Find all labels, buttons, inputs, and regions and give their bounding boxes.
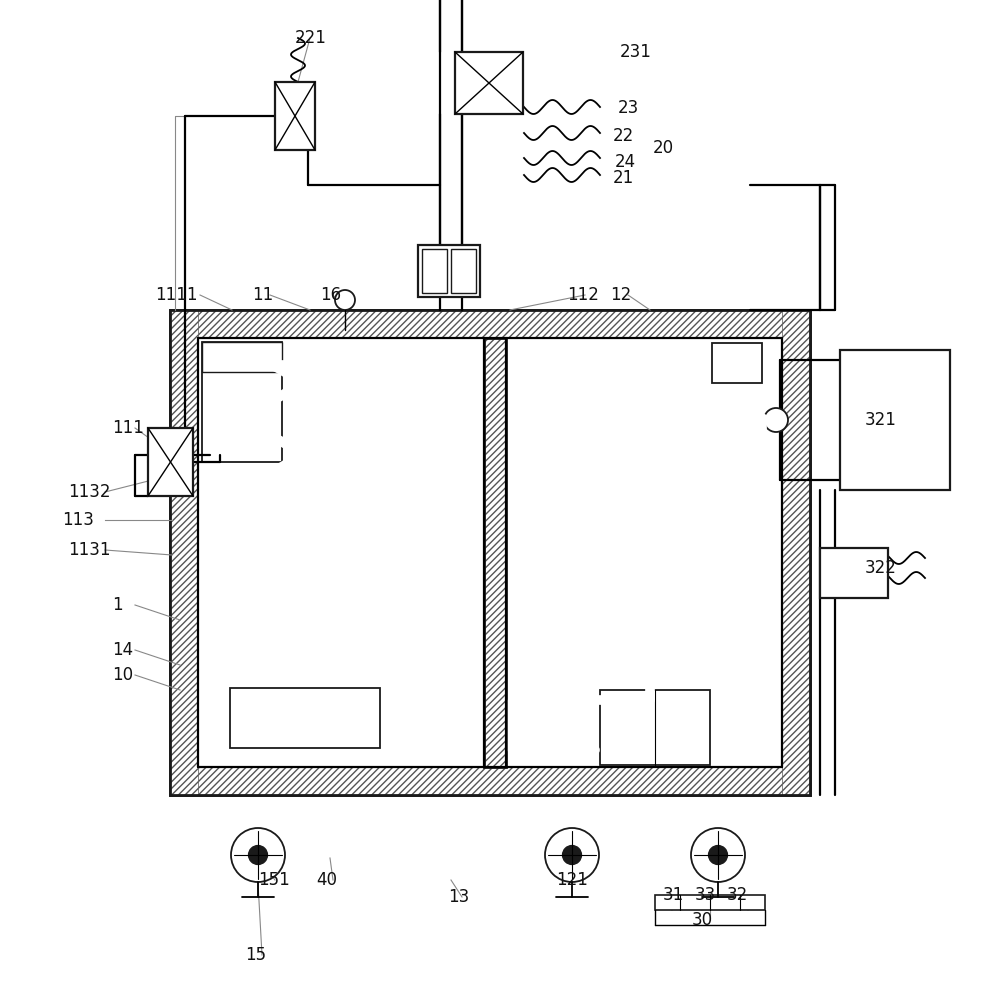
Bar: [840, 350, 950, 490]
Circle shape: [545, 828, 599, 882]
Text: 13: 13: [448, 888, 469, 906]
Text: 16: 16: [320, 286, 341, 304]
Text: 22: 22: [613, 127, 634, 145]
Bar: [782, 310, 810, 795]
Text: 221: 221: [295, 29, 327, 47]
Text: 112: 112: [567, 286, 599, 304]
Text: 321: 321: [865, 411, 897, 429]
Bar: [170, 310, 810, 338]
Circle shape: [231, 828, 285, 882]
Text: 151: 151: [258, 871, 290, 889]
Bar: [484, 338, 506, 767]
Bar: [455, 52, 523, 114]
Bar: [202, 342, 282, 372]
Text: 1131: 1131: [68, 541, 110, 559]
Bar: [170, 310, 198, 795]
Text: 23: 23: [618, 99, 639, 117]
Text: 231: 231: [620, 43, 652, 61]
Bar: [484, 338, 506, 767]
Text: 121: 121: [556, 871, 588, 889]
Bar: [506, 338, 782, 767]
Bar: [600, 690, 710, 765]
Circle shape: [764, 408, 788, 432]
Text: 15: 15: [245, 946, 266, 964]
Bar: [170, 767, 810, 795]
Text: 1132: 1132: [68, 483, 110, 501]
Bar: [148, 428, 193, 496]
Bar: [202, 342, 282, 462]
Text: 1: 1: [112, 596, 123, 614]
Bar: [712, 343, 762, 383]
Text: 21: 21: [613, 169, 634, 187]
Text: 30: 30: [692, 911, 713, 929]
Text: 32: 32: [727, 886, 748, 904]
Text: 31: 31: [663, 886, 684, 904]
Text: 322: 322: [865, 559, 897, 577]
Circle shape: [335, 290, 355, 310]
Circle shape: [691, 828, 745, 882]
Text: 12: 12: [610, 286, 631, 304]
Bar: [451, 249, 476, 293]
Bar: [418, 245, 480, 297]
Bar: [170, 310, 810, 795]
Bar: [655, 895, 765, 910]
Text: 40: 40: [316, 871, 337, 889]
Text: 14: 14: [112, 641, 133, 659]
Text: 111: 111: [112, 419, 144, 437]
Bar: [170, 310, 810, 795]
Bar: [198, 338, 484, 767]
Text: 24: 24: [615, 153, 636, 171]
Bar: [820, 548, 888, 598]
Circle shape: [249, 846, 268, 864]
Circle shape: [562, 846, 581, 864]
Text: 20: 20: [653, 139, 675, 157]
Text: 113: 113: [62, 511, 94, 529]
Text: 11: 11: [252, 286, 273, 304]
Text: 1111: 1111: [155, 286, 197, 304]
Circle shape: [708, 846, 727, 864]
Bar: [230, 688, 380, 748]
Bar: [422, 249, 447, 293]
Text: 10: 10: [112, 666, 133, 684]
Text: 33: 33: [695, 886, 716, 904]
Bar: [275, 82, 315, 150]
